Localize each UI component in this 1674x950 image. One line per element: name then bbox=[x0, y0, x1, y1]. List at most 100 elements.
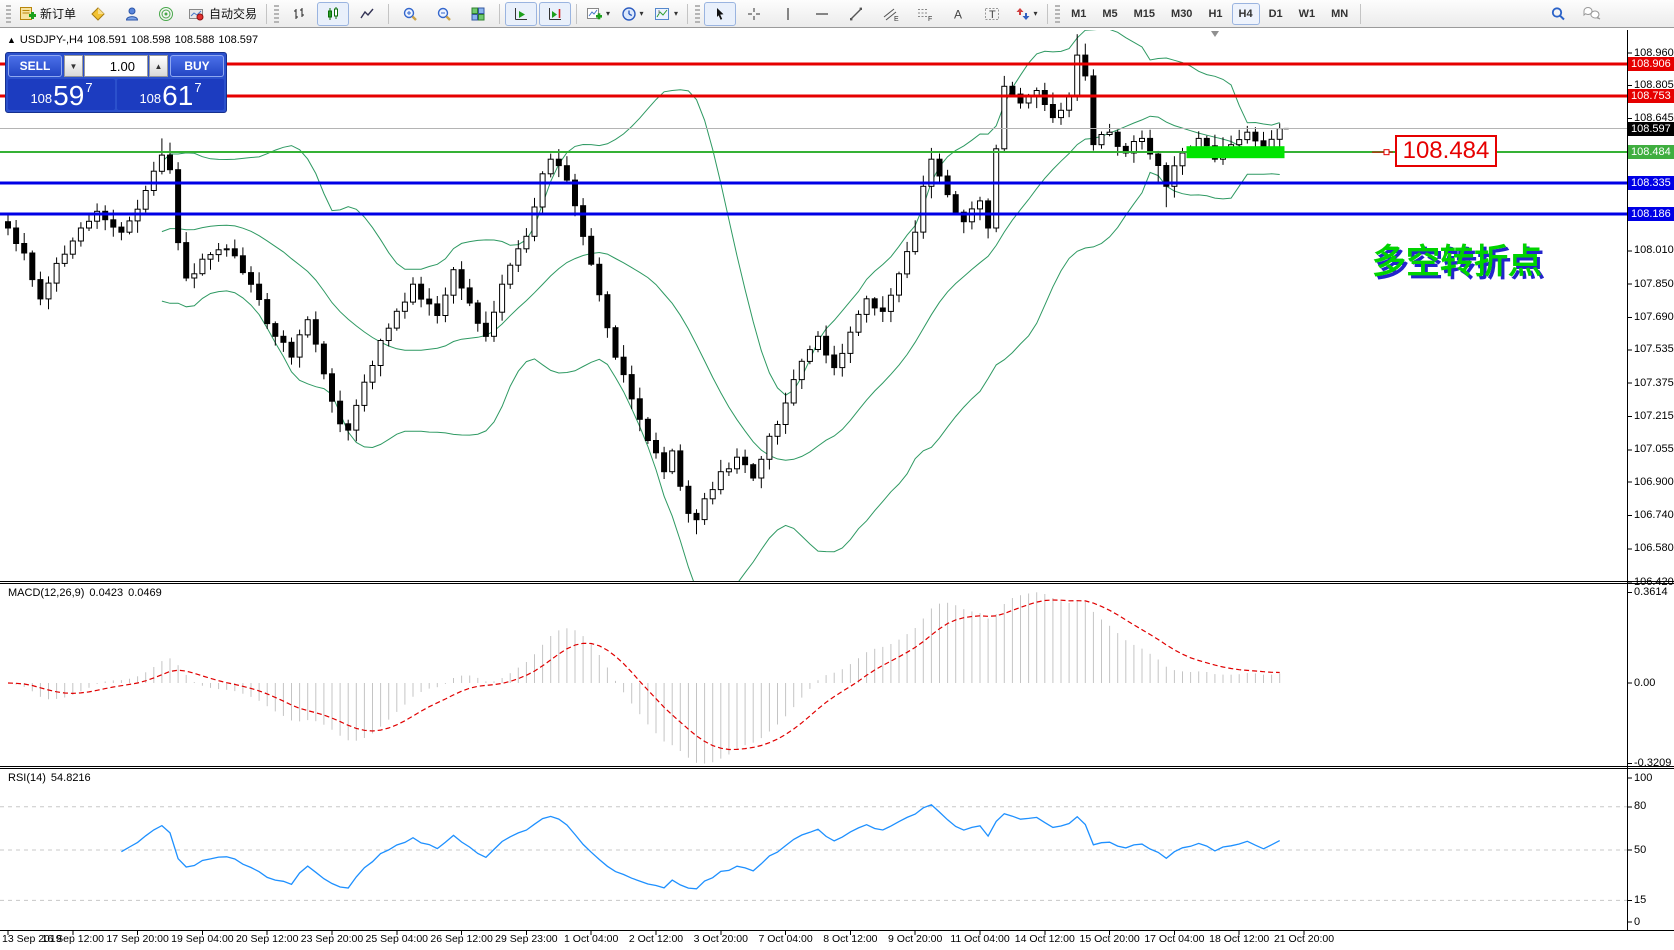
candle-body bbox=[1179, 152, 1186, 167]
one-click-toggle-icon[interactable]: ▲ bbox=[7, 35, 16, 45]
new-order-button[interactable]: 新订单 bbox=[15, 2, 80, 26]
toolbar-drag-handle[interactable] bbox=[274, 4, 280, 23]
candle-body bbox=[110, 219, 117, 228]
candle-body bbox=[1155, 153, 1162, 166]
trendline-icon bbox=[850, 7, 863, 20]
candle-body bbox=[401, 301, 408, 312]
vline-tool-button[interactable] bbox=[772, 2, 804, 26]
candle-body bbox=[264, 299, 271, 325]
candlestick-icon bbox=[328, 6, 339, 20]
bollinger-middle-band bbox=[161, 115, 1280, 461]
candle-body bbox=[572, 179, 578, 207]
new-chart-dropdown[interactable]: ▾ bbox=[582, 2, 614, 26]
pivot-highlight-rect[interactable] bbox=[1186, 146, 1285, 159]
chart-annotation-text[interactable]: 多空转折点 bbox=[1372, 243, 1542, 281]
timeframe-m15[interactable]: M15 bbox=[1133, 7, 1156, 20]
templates-dropdown[interactable]: ▾ bbox=[650, 2, 682, 26]
candle-body bbox=[1114, 131, 1121, 147]
fibonacci-tool-button[interactable]: F bbox=[908, 2, 940, 26]
tile-windows-icon bbox=[471, 7, 485, 20]
timeframe-w1[interactable]: W1 bbox=[1298, 7, 1316, 20]
candle-body bbox=[369, 365, 376, 383]
candle-body bbox=[1074, 54, 1081, 98]
cursor-tool-button[interactable] bbox=[704, 1, 737, 26]
zoom-in-button[interactable] bbox=[394, 2, 426, 26]
chart-shift-button[interactable] bbox=[539, 1, 572, 26]
bar-chart-mode-button[interactable] bbox=[283, 2, 315, 26]
chart-shift-marker[interactable] bbox=[1211, 31, 1219, 37]
chat-button[interactable] bbox=[1576, 2, 1608, 26]
timeframe-mn[interactable]: MN bbox=[1331, 7, 1349, 20]
candle-body bbox=[912, 231, 919, 253]
level-price-badge[interactable]: 108.186 bbox=[1628, 207, 1674, 222]
candle-body bbox=[474, 302, 481, 324]
profile-icon bbox=[126, 7, 139, 20]
market-watch-button[interactable] bbox=[82, 2, 114, 26]
auto-scroll-button[interactable] bbox=[505, 1, 538, 26]
sell-price-display[interactable]: 108 59 7 bbox=[8, 79, 115, 110]
trendline-tool-button[interactable] bbox=[840, 2, 872, 26]
profile-button[interactable] bbox=[116, 2, 148, 26]
price-callout-label[interactable]: 108.484 bbox=[1395, 135, 1497, 167]
candle-body bbox=[620, 356, 627, 376]
candle-body bbox=[499, 283, 506, 313]
autotrading-button[interactable]: 自动交易 bbox=[184, 2, 261, 26]
toolbar-separator bbox=[266, 3, 268, 24]
candle-body bbox=[904, 251, 911, 275]
current-price-badge[interactable]: 108.597 bbox=[1628, 121, 1674, 136]
arrows-dropdown[interactable]: ▾ bbox=[1010, 2, 1042, 26]
crosshair-tool-button[interactable] bbox=[738, 2, 770, 26]
rsi-value: 54.8216 bbox=[50, 772, 91, 784]
volume-decrease-button[interactable]: ▼ bbox=[64, 55, 83, 77]
candle-body bbox=[871, 298, 878, 309]
clock-icon bbox=[621, 6, 636, 21]
timeframe-d1[interactable]: D1 bbox=[1268, 7, 1283, 20]
candle-body bbox=[353, 404, 360, 431]
time-axis-label: 18 Oct 12:00 bbox=[1209, 933, 1270, 945]
candle-body bbox=[288, 341, 295, 358]
chevron-down-icon: ▾ bbox=[606, 9, 611, 18]
timeframe-h1[interactable]: H1 bbox=[1208, 7, 1223, 20]
time-axis-label: 11 Oct 04:00 bbox=[950, 933, 1010, 945]
level-price-badge[interactable]: 108.484 bbox=[1628, 145, 1674, 160]
toolbar-drag-handle[interactable] bbox=[695, 4, 701, 23]
timeframe-m5[interactable]: M5 bbox=[1102, 7, 1118, 20]
candle-body bbox=[21, 243, 28, 254]
channel-tool-button[interactable]: E bbox=[874, 2, 906, 26]
tile-windows-button[interactable] bbox=[462, 2, 494, 26]
search-button[interactable] bbox=[1542, 2, 1574, 26]
new-order-label: 新订单 bbox=[40, 7, 77, 21]
rsi-axis-tick-label: 50 bbox=[1634, 843, 1647, 856]
time-axis-label: 25 Sep 04:00 bbox=[365, 933, 429, 945]
timeframe-h4[interactable]: H4 bbox=[1231, 2, 1260, 25]
text-tool-button[interactable]: A bbox=[942, 2, 974, 26]
volume-input[interactable]: 1.00 bbox=[84, 55, 148, 77]
toolbar-drag-handle[interactable] bbox=[1055, 4, 1061, 23]
timeframe-m1[interactable]: M1 bbox=[1071, 7, 1087, 20]
timeframe-m30[interactable]: M30 bbox=[1171, 7, 1193, 20]
volume-increase-button[interactable]: ▲ bbox=[149, 55, 168, 77]
toolbar-drag-handle[interactable] bbox=[6, 4, 11, 23]
level-price-badge[interactable]: 108.906 bbox=[1628, 57, 1674, 72]
zoom-out-button[interactable] bbox=[428, 2, 460, 26]
candle-body bbox=[555, 158, 562, 167]
candle-body bbox=[936, 158, 943, 177]
level-price-badge[interactable]: 108.335 bbox=[1628, 176, 1674, 191]
candle-body bbox=[1236, 139, 1243, 146]
hline-tool-button[interactable] bbox=[806, 2, 838, 26]
buy-price-display[interactable]: 108 61 7 bbox=[117, 79, 224, 110]
level-price-badge[interactable]: 108.753 bbox=[1628, 89, 1674, 104]
candlestick-mode-button[interactable] bbox=[317, 1, 350, 26]
signals-button[interactable] bbox=[150, 2, 182, 26]
cursor-icon bbox=[717, 7, 724, 20]
periods-dropdown[interactable]: ▾ bbox=[616, 2, 648, 26]
buy-button[interactable]: BUY bbox=[170, 55, 224, 77]
macd-axis-tick-label: -0.3209 bbox=[1634, 757, 1672, 770]
text-label-tool-button[interactable]: T bbox=[976, 2, 1008, 26]
candle-body bbox=[677, 450, 684, 487]
line-chart-mode-button[interactable] bbox=[351, 2, 383, 26]
sell-button[interactable]: SELL bbox=[8, 55, 62, 77]
time-axis-label: 20 Sep 12:00 bbox=[235, 933, 299, 945]
price-axis-tick-label: 106.900 bbox=[1634, 475, 1674, 488]
